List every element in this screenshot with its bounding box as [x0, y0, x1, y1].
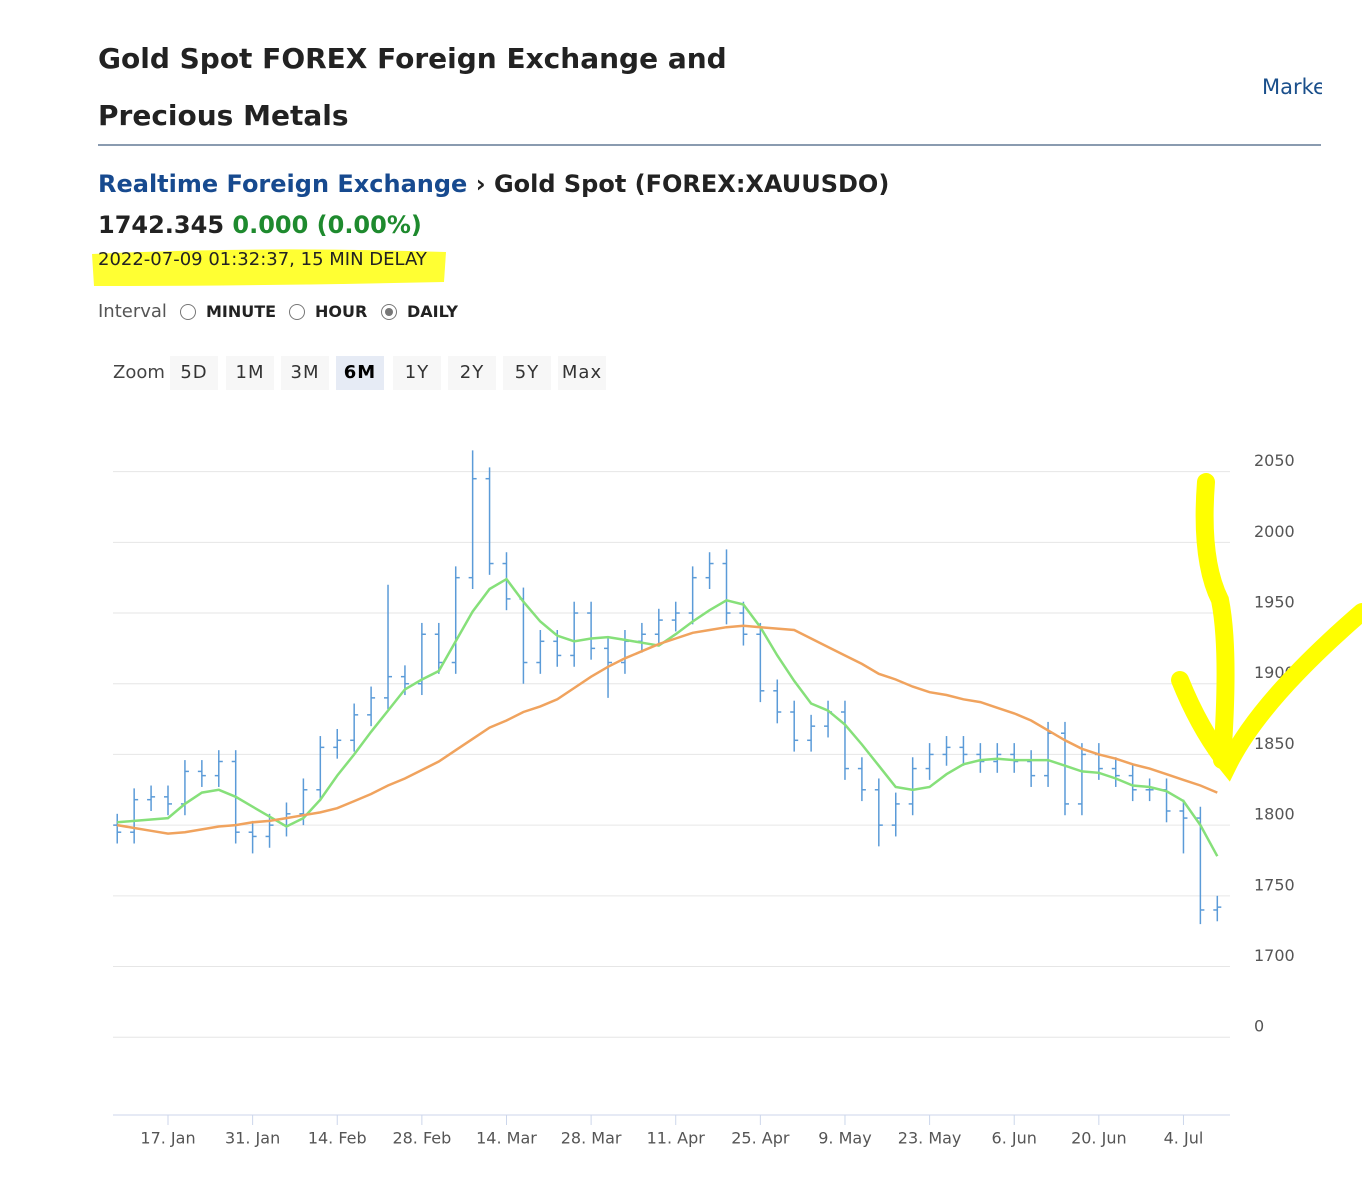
x-tick-label: 28. Mar — [561, 1129, 622, 1148]
x-tick-label: 20. Jun — [1071, 1129, 1127, 1148]
page-title: Gold Spot FOREX Foreign Exchange and Pre… — [98, 42, 727, 132]
x-tick-label: 23. May — [898, 1129, 962, 1148]
x-tick-label: 31. Jan — [225, 1129, 280, 1148]
radio-button[interactable] — [180, 304, 196, 320]
zoom-button[interactable]: 1Y — [393, 356, 441, 390]
market-link[interactable]: Marke — [1262, 75, 1322, 99]
highlight — [92, 249, 446, 286]
breadcrumb-current: Gold Spot (FOREX:XAUUSDO) — [493, 170, 890, 198]
x-tick-label: 28. Feb — [392, 1129, 451, 1148]
x-tick-label: 25. Apr — [731, 1129, 790, 1148]
arrow-shaft — [1195, 473, 1235, 769]
x-tick-label: 14. Feb — [308, 1129, 367, 1148]
radio-button[interactable] — [381, 304, 397, 320]
divider — [98, 144, 1321, 146]
moving-average — [116, 624, 1218, 835]
y-tick-label: 1700 — [1254, 946, 1295, 965]
y-tick-label: 1800 — [1254, 805, 1295, 824]
interval-option[interactable]: DAILY — [407, 302, 458, 321]
quote: 1742.345 0.000 (0.00%) — [98, 211, 422, 239]
moving-average — [117, 577, 1219, 857]
zoom-button[interactable]: 1M — [226, 356, 274, 390]
y-tick-label: 1850 — [1254, 734, 1295, 753]
interval-label: Interval — [98, 301, 167, 322]
radio-button[interactable] — [289, 304, 305, 320]
breadcrumb: Realtime Foreign Exchange › Gold Spot (F… — [98, 170, 889, 198]
y-tick-label: 2050 — [1254, 451, 1295, 470]
change: 0.000 (0.00%) — [232, 211, 422, 239]
x-tick-label: 6. Jun — [992, 1129, 1037, 1148]
zoom-button[interactable]: 5Y — [503, 356, 551, 390]
interval-option[interactable]: MINUTE — [206, 302, 277, 321]
x-tick-label: 14. Mar — [476, 1129, 537, 1148]
zoom-label: Zoom — [113, 362, 165, 383]
price: 1742.345 — [98, 211, 225, 239]
breadcrumb-separator: › — [475, 170, 486, 198]
interval-option[interactable]: HOUR — [315, 302, 368, 321]
zoom-button[interactable]: 2Y — [448, 356, 496, 390]
breadcrumb-link[interactable]: Realtime Foreign Exchange — [98, 170, 468, 198]
zoom-button[interactable]: 6M — [336, 356, 384, 390]
y-tick-label: 2000 — [1254, 522, 1295, 541]
x-tick-label: 17. Jan — [140, 1129, 195, 1148]
y-tick-label: 1750 — [1254, 875, 1295, 894]
y-tick-label: 0 — [1254, 1017, 1264, 1036]
timestamp: 2022-07-09 01:32:37, 15 MIN DELAY — [98, 249, 427, 270]
zoom-button[interactable]: 3M — [281, 356, 329, 390]
y-tick-label: 1950 — [1254, 593, 1295, 612]
x-tick-label: 11. Apr — [647, 1129, 706, 1148]
x-tick-label: 9. May — [818, 1129, 871, 1148]
annotation-arrow — [1171, 473, 1362, 782]
zoom-button[interactable]: 5D — [170, 356, 218, 390]
arrow-head — [1171, 603, 1362, 782]
zoom-button[interactable]: Max — [558, 356, 606, 390]
x-tick-label: 4. Jul — [1164, 1129, 1204, 1148]
